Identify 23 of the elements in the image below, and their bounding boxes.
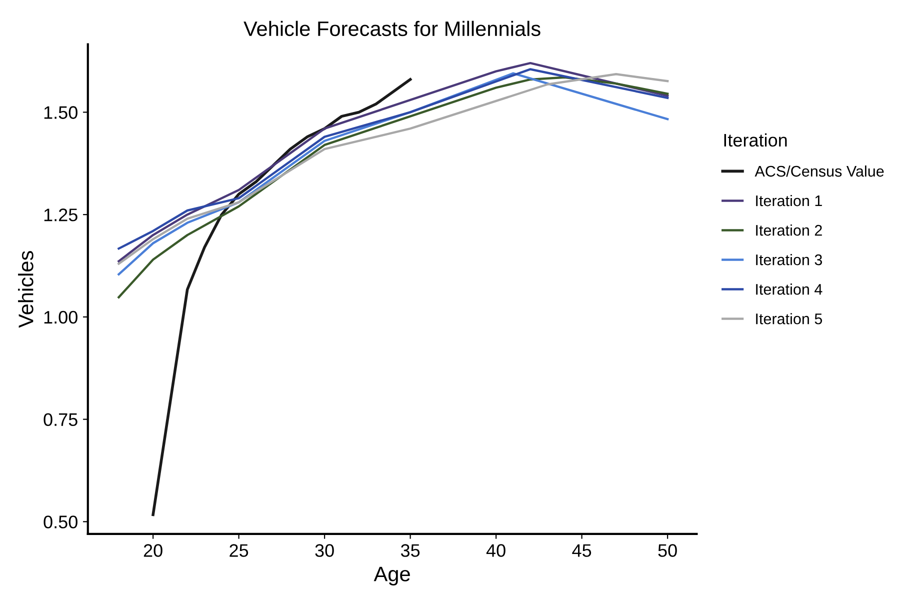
legend-label: Iteration 4 [756,284,822,295]
chart-title: Vehicle Forecasts for Millennials [244,20,540,36]
y-tick-label: 1.00 [44,310,78,324]
legend-label: Iteration 5 [756,313,822,324]
legend-title: Iteration [724,133,787,147]
x-tick-label: 35 [400,544,420,557]
x-axis-title: Age [374,566,410,586]
legend-label: ACS/Census Value [754,165,884,177]
legend-label: Iteration 1 [756,194,822,206]
x-tick-label: 30 [315,544,334,557]
legend-label: Iteration 2 [756,224,822,236]
y-tick-label: 0.75 [44,413,78,426]
y-tick-label: 0.50 [44,516,78,528]
x-tick-label: 20 [144,544,162,557]
y-tick-label: 1.50 [44,106,78,119]
x-tick-label: 50 [658,544,677,557]
y-tick-label: 1.25 [44,208,78,222]
x-tick-label: 25 [230,544,248,557]
legend-label: Iteration 3 [756,254,822,266]
x-tick-label: 45 [572,544,592,557]
y-axis-title: Vehicles [18,251,34,328]
line-series [152,78,412,516]
x-tick-label: 40 [486,544,506,557]
